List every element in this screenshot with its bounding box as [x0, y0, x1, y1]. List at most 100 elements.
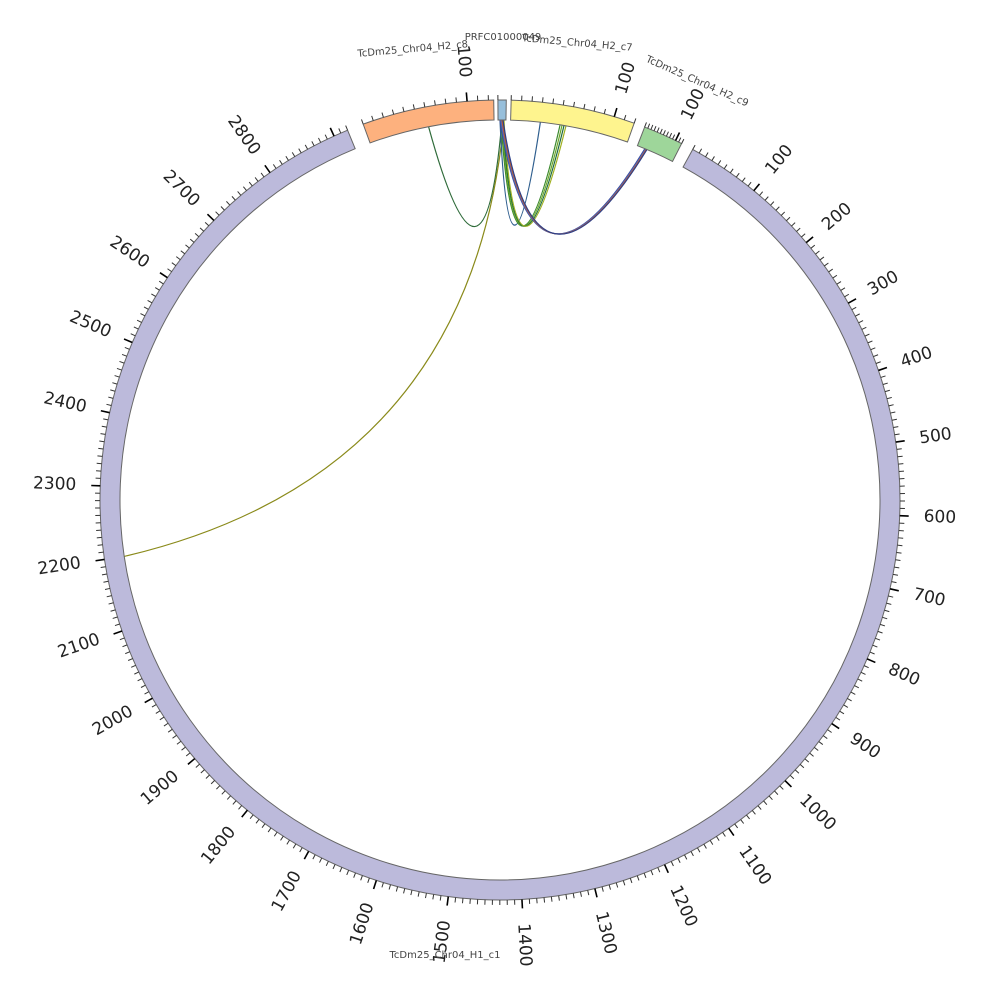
minor-tick	[796, 227, 801, 232]
minor-tick	[670, 861, 674, 867]
minor-tick	[850, 691, 856, 695]
minor-tick	[698, 148, 703, 154]
minor-tick	[884, 389, 890, 393]
tick-label: 2700	[159, 166, 204, 211]
minor-tick	[155, 710, 161, 714]
minor-tick	[125, 651, 131, 655]
minor-tick	[836, 281, 842, 285]
minor-tick	[388, 884, 391, 890]
minor-tick	[112, 616, 118, 619]
minor-tick	[221, 790, 226, 795]
minor-tick	[238, 805, 243, 810]
minor-tick	[106, 403, 112, 406]
minor-tick	[98, 447, 104, 450]
minor-tick	[892, 573, 899, 576]
minor-tick	[261, 823, 266, 829]
minor-tick	[890, 411, 896, 414]
minor-tick	[199, 227, 205, 232]
major-tick	[446, 896, 450, 906]
minor-tick	[455, 97, 457, 103]
minor-tick	[237, 191, 242, 196]
minor-tick	[768, 795, 773, 801]
minor-tick	[332, 864, 336, 870]
minor-tick	[552, 98, 555, 104]
minor-tick	[130, 664, 136, 668]
minor-tick	[735, 172, 740, 178]
minor-tick	[204, 221, 210, 227]
minor-tick	[751, 810, 756, 815]
minor-tick	[657, 867, 661, 873]
minor-tick	[254, 177, 259, 182]
link-1	[124, 119, 505, 558]
tick-label: 100	[677, 85, 709, 123]
minor-tick	[650, 870, 654, 876]
minor-tick	[280, 835, 284, 841]
minor-tick	[573, 101, 575, 107]
minor-tick	[653, 126, 657, 132]
minor-tick	[231, 196, 236, 201]
minor-tick	[860, 671, 866, 675]
minor-tick	[345, 125, 349, 131]
minor-tick	[140, 684, 146, 688]
minor-tick	[877, 630, 883, 634]
minor-tick	[381, 112, 384, 118]
minor-tick	[194, 233, 200, 238]
minor-tick	[789, 774, 795, 780]
tick-label: 900	[846, 729, 884, 764]
segment-band-1	[362, 99, 495, 144]
minor-tick	[371, 115, 374, 121]
minor-tick	[622, 880, 626, 886]
segment-band-0	[99, 129, 901, 901]
minor-tick	[167, 268, 172, 273]
major-tick	[123, 338, 133, 344]
minor-tick	[439, 895, 442, 901]
tick-label: 1200	[665, 882, 701, 930]
major-tick	[95, 558, 105, 562]
minor-tick	[272, 164, 277, 169]
minor-tick	[684, 854, 688, 860]
minor-tick	[195, 763, 200, 768]
minor-tick	[839, 710, 845, 715]
minor-tick	[562, 100, 565, 106]
tick-label: 2600	[106, 232, 153, 273]
minor-tick	[770, 201, 775, 206]
minor-tick	[114, 375, 120, 378]
tick-label: 600	[923, 507, 956, 528]
minor-tick	[775, 206, 780, 211]
minor-tick	[764, 196, 769, 201]
minor-tick	[875, 637, 881, 641]
minor-tick	[759, 191, 764, 196]
minor-tick	[454, 897, 457, 903]
minor-tick	[880, 623, 886, 627]
tick-label: 1400	[513, 923, 535, 967]
minor-tick	[740, 819, 745, 824]
minor-tick	[361, 119, 364, 125]
minor-tick	[402, 106, 405, 112]
tick-label: 800	[885, 659, 923, 690]
tick-label: 2800	[223, 112, 264, 159]
tick-label: 2400	[42, 388, 89, 417]
minor-tick	[869, 651, 875, 655]
minor-tick	[181, 746, 186, 751]
minor-tick	[158, 280, 164, 285]
minor-tick	[189, 238, 195, 243]
minor-tick	[844, 293, 850, 298]
minor-tick	[423, 102, 426, 108]
minor-tick	[897, 455, 903, 458]
minor-tick	[886, 602, 892, 605]
minor-tick	[717, 160, 722, 165]
tick-label: 1700	[268, 868, 306, 916]
minor-tick	[780, 211, 786, 216]
minor-tick	[121, 353, 127, 357]
minor-tick	[432, 894, 435, 900]
minor-tick	[659, 128, 663, 134]
minor-tick	[647, 123, 651, 129]
minor-tick	[119, 637, 125, 641]
minor-tick	[587, 890, 590, 896]
minor-tick	[367, 877, 370, 883]
minor-tick	[417, 891, 420, 897]
minor-tick	[127, 658, 133, 661]
minor-tick	[779, 785, 784, 790]
minor-tick	[159, 716, 165, 721]
